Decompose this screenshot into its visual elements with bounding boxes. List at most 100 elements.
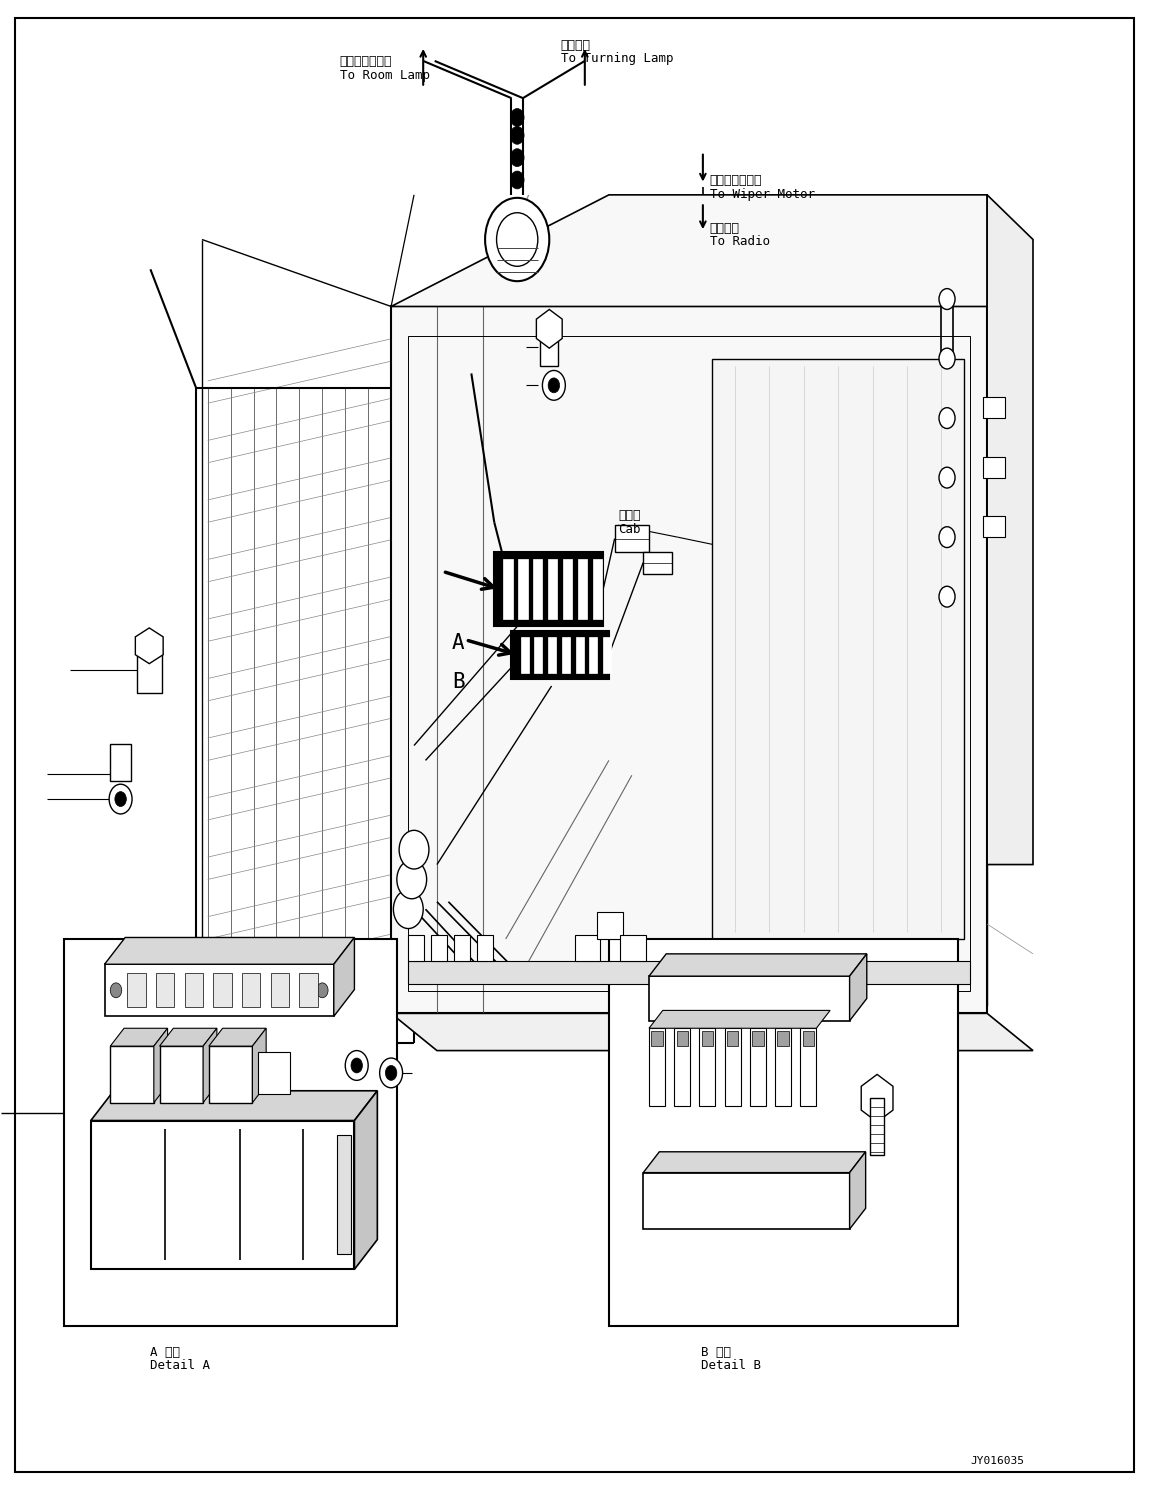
Circle shape [548, 377, 560, 392]
Polygon shape [154, 1029, 168, 1103]
Text: A: A [452, 634, 464, 653]
Bar [431, 935, 447, 962]
Text: ワイパモータへ: ワイパモータへ [710, 174, 762, 188]
Text: To Room Lamp: To Room Lamp [339, 69, 430, 82]
Polygon shape [203, 1029, 217, 1103]
Bar [776, 1029, 792, 1106]
Bar [982, 516, 1005, 537]
Bar [750, 1029, 766, 1106]
Circle shape [317, 983, 329, 997]
Bar [454, 935, 470, 962]
Bar [511, 631, 609, 678]
Polygon shape [849, 954, 866, 1021]
Polygon shape [649, 954, 866, 977]
Bar [259, 1053, 291, 1094]
Polygon shape [649, 1011, 830, 1029]
Bar [518, 559, 527, 619]
Text: 回転灯へ: 回転灯へ [561, 39, 591, 52]
Bar [712, 358, 964, 939]
Bar [700, 1029, 716, 1106]
Circle shape [510, 127, 524, 145]
Polygon shape [110, 1029, 168, 1047]
Bar [615, 525, 649, 552]
Bar [677, 1032, 688, 1047]
Bar [534, 637, 542, 672]
Bar [702, 1032, 714, 1047]
Bar [603, 637, 611, 672]
Bar [548, 559, 557, 619]
Circle shape [345, 1051, 368, 1081]
Bar [589, 637, 597, 672]
Circle shape [939, 586, 955, 607]
Circle shape [109, 784, 132, 814]
Bar [593, 559, 602, 619]
Bar [674, 1029, 691, 1106]
Bar [609, 939, 958, 1325]
Circle shape [939, 467, 955, 488]
Bar [548, 637, 556, 672]
Polygon shape [391, 195, 987, 307]
Bar [649, 1029, 665, 1106]
Polygon shape [354, 1091, 377, 1269]
Bar [105, 965, 334, 1017]
Circle shape [485, 198, 549, 282]
Polygon shape [136, 628, 163, 663]
Bar [727, 1032, 739, 1047]
Circle shape [399, 830, 429, 869]
Text: JY016035: JY016035 [970, 1455, 1024, 1466]
Bar [128, 974, 146, 1008]
Bar [562, 637, 570, 672]
Bar [597, 912, 623, 939]
Text: To Wiper Motor: To Wiper Motor [710, 188, 815, 201]
Bar [91, 1121, 354, 1269]
Bar [778, 1032, 789, 1047]
Bar [242, 974, 261, 1008]
Bar [982, 397, 1005, 417]
Bar [271, 974, 290, 1008]
Bar [574, 935, 600, 962]
Polygon shape [334, 938, 354, 1017]
Circle shape [542, 370, 565, 400]
Bar [137, 646, 162, 693]
Circle shape [379, 1059, 402, 1088]
Bar [725, 1029, 741, 1106]
Bar [982, 456, 1005, 477]
Polygon shape [987, 195, 1033, 865]
Bar [477, 935, 493, 962]
Bar [338, 1136, 350, 1254]
Bar [391, 307, 987, 1014]
Text: A 詳細: A 詳細 [151, 1346, 180, 1358]
Circle shape [939, 407, 955, 428]
Text: B: B [452, 672, 464, 692]
Bar [408, 962, 970, 984]
Text: To Radio: To Radio [710, 236, 770, 249]
Text: Cab: Cab [618, 523, 640, 535]
Text: B 詳細: B 詳細 [701, 1346, 731, 1358]
Circle shape [396, 860, 426, 899]
Polygon shape [537, 310, 562, 347]
Text: Detail A: Detail A [151, 1358, 210, 1372]
Bar [160, 1047, 203, 1103]
Bar [110, 744, 131, 781]
Bar [64, 939, 396, 1325]
Bar [620, 935, 646, 962]
Bar [408, 337, 970, 992]
Bar [651, 1032, 663, 1047]
Bar [649, 977, 849, 1021]
Circle shape [115, 792, 126, 807]
Circle shape [510, 149, 524, 167]
Bar [803, 1032, 813, 1047]
Bar [578, 559, 587, 619]
Polygon shape [253, 1029, 267, 1103]
Bar [520, 637, 529, 672]
Polygon shape [643, 1151, 865, 1172]
Circle shape [385, 1066, 396, 1081]
Bar [110, 1047, 154, 1103]
Text: To Turning Lamp: To Turning Lamp [561, 52, 673, 66]
Polygon shape [91, 1091, 377, 1121]
Circle shape [939, 526, 955, 547]
Circle shape [939, 347, 955, 368]
Bar [870, 1099, 884, 1154]
Bar [643, 552, 672, 574]
Bar [214, 974, 232, 1008]
